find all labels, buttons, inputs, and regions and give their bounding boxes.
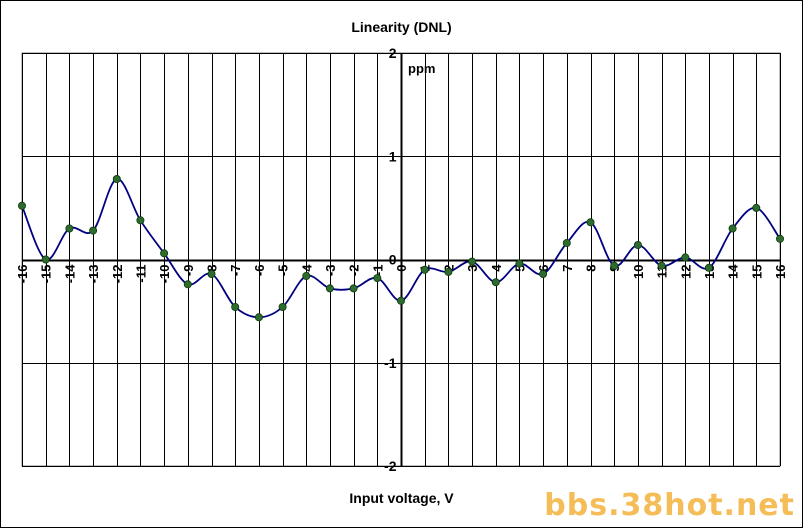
x-axis-title: Input voltage, V bbox=[349, 490, 454, 506]
data-point bbox=[136, 216, 145, 225]
x-tick-label: 5 bbox=[512, 265, 527, 272]
x-tick-label: 12 bbox=[678, 265, 693, 279]
data-point bbox=[444, 267, 453, 276]
data-point bbox=[515, 259, 524, 268]
x-tick-label: -13 bbox=[86, 265, 101, 284]
x-tick-label: 16 bbox=[773, 265, 788, 279]
y-tick-label: 1 bbox=[389, 148, 397, 164]
data-point bbox=[65, 224, 74, 233]
data-point bbox=[325, 284, 334, 293]
x-tick-label: 4 bbox=[489, 264, 504, 272]
x-tick-label: -15 bbox=[39, 265, 54, 284]
x-tick-label: -4 bbox=[299, 264, 314, 276]
y-tick-label: 2 bbox=[389, 45, 397, 61]
data-point bbox=[468, 257, 477, 266]
x-tick-label: 0 bbox=[394, 265, 409, 272]
x-tick-label: 8 bbox=[584, 265, 599, 272]
data-point bbox=[610, 261, 619, 270]
x-tick-label: 14 bbox=[726, 264, 741, 279]
x-tick-label: -12 bbox=[110, 265, 125, 284]
data-point bbox=[633, 240, 642, 249]
data-point bbox=[160, 249, 169, 258]
x-tick-label: -10 bbox=[157, 265, 172, 284]
chart-title: Linearity (DNL) bbox=[351, 19, 452, 35]
x-tick-label: -3 bbox=[323, 265, 338, 277]
x-tick-label: -9 bbox=[181, 265, 196, 277]
x-tick-label: 7 bbox=[560, 265, 575, 272]
x-tick-label: 6 bbox=[536, 265, 551, 272]
data-point bbox=[17, 201, 26, 210]
data-point bbox=[89, 226, 98, 235]
x-tick-label: -14 bbox=[62, 264, 77, 284]
x-tick-label: -7 bbox=[228, 265, 243, 277]
x-tick-label: -11 bbox=[133, 265, 148, 283]
data-point bbox=[183, 280, 192, 289]
data-point bbox=[254, 313, 263, 322]
x-tick-label: -5 bbox=[276, 265, 291, 277]
x-tick-label: -6 bbox=[252, 265, 267, 277]
watermark: bbs.38hot.net bbox=[544, 488, 795, 523]
data-point bbox=[373, 274, 382, 283]
y-axis-unit-label: ppm bbox=[408, 61, 436, 76]
data-point bbox=[207, 269, 216, 278]
x-tick-label: -16 bbox=[15, 265, 30, 284]
data-point bbox=[657, 261, 666, 270]
data-point bbox=[302, 271, 311, 280]
y-tick-label: -2 bbox=[384, 458, 397, 474]
x-tick-label: 10 bbox=[631, 265, 646, 279]
x-tick-label: -2 bbox=[347, 265, 362, 277]
data-point bbox=[681, 253, 690, 262]
x-tick-label: 3 bbox=[465, 265, 480, 272]
x-tick-label: -1 bbox=[370, 265, 385, 277]
data-point bbox=[752, 203, 761, 212]
data-point bbox=[562, 238, 571, 247]
x-tick-label: 15 bbox=[749, 265, 764, 279]
data-point bbox=[420, 265, 429, 274]
data-point bbox=[396, 296, 405, 305]
y-tick-label: -1 bbox=[384, 355, 397, 371]
data-point bbox=[586, 218, 595, 227]
data-point bbox=[278, 302, 287, 311]
data-point bbox=[728, 224, 737, 233]
data-point bbox=[349, 284, 358, 293]
data-point bbox=[539, 269, 548, 278]
data-point bbox=[491, 278, 500, 287]
data-point bbox=[112, 174, 121, 183]
y-tick-label: 0 bbox=[389, 252, 397, 268]
data-point bbox=[704, 263, 713, 272]
data-point bbox=[231, 302, 240, 311]
data-point bbox=[41, 255, 50, 264]
data-point bbox=[776, 234, 785, 243]
